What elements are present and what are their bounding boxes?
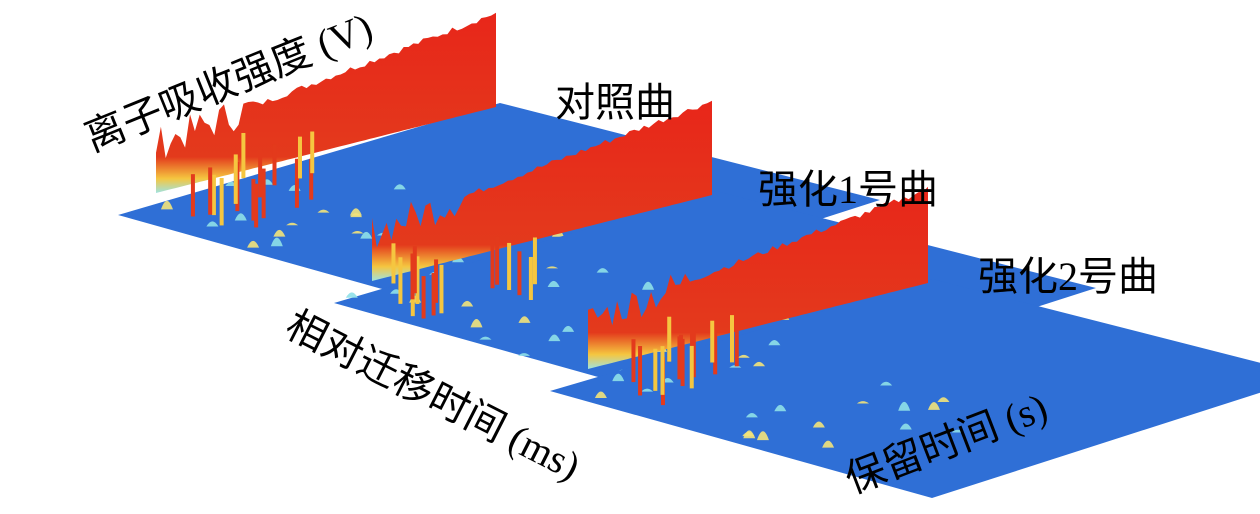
minor-peak — [547, 280, 560, 288]
front-peak — [421, 276, 426, 319]
sample-label: 强化1号曲 — [758, 167, 938, 212]
front-peak — [517, 251, 522, 296]
minor-peak — [317, 209, 330, 213]
minor-peak — [351, 230, 364, 234]
front-peak — [415, 256, 420, 304]
sample-label: 强化2号曲 — [978, 254, 1158, 299]
minor-peak — [753, 361, 766, 367]
front-peak — [241, 132, 246, 179]
front-peak — [310, 131, 315, 174]
minor-peak — [880, 381, 893, 386]
minor-peak — [899, 423, 912, 430]
minor-peak — [743, 430, 756, 439]
front-peak — [653, 348, 658, 391]
minor-peak — [562, 325, 575, 332]
front-peak — [631, 339, 636, 383]
minor-peak — [206, 221, 219, 227]
minor-peak — [518, 316, 531, 323]
front-peak — [254, 183, 259, 228]
minor-peak — [470, 318, 483, 328]
front-peak — [410, 253, 415, 300]
front-peak — [398, 257, 403, 304]
minor-peak — [594, 391, 607, 398]
front-peak — [309, 158, 314, 200]
front-peak — [297, 136, 302, 179]
front-peak — [211, 174, 216, 216]
front-peak — [391, 243, 396, 284]
intensity-ridge — [372, 100, 712, 281]
minor-peak — [898, 401, 911, 411]
front-peak — [294, 158, 299, 208]
front-peak — [507, 242, 512, 290]
front-peak — [208, 167, 213, 215]
minor-peak — [461, 300, 474, 307]
minor-peak — [160, 200, 173, 210]
front-peak — [251, 178, 256, 221]
front-peak — [490, 245, 495, 289]
front-peak — [434, 259, 439, 303]
intensity-ridge — [588, 186, 928, 369]
sample-label: 对照曲 — [555, 80, 675, 125]
front-peak — [689, 345, 694, 389]
minor-peak — [745, 412, 758, 418]
minor-peak — [641, 388, 654, 392]
minor-peak — [286, 222, 299, 226]
front-peak — [729, 315, 734, 363]
front-peak — [412, 246, 417, 294]
minor-peak — [546, 266, 559, 269]
minor-peak — [596, 268, 609, 273]
minor-peak — [642, 281, 655, 290]
minor-peak — [349, 208, 362, 216]
front-peak — [261, 168, 266, 219]
minor-peak — [756, 431, 769, 441]
minor-peak — [273, 229, 286, 237]
minor-peak — [548, 334, 561, 342]
minor-peak — [345, 292, 358, 298]
minor-peak — [360, 231, 373, 239]
minor-peak — [247, 240, 260, 248]
minor-peak — [927, 402, 940, 410]
minor-peak — [822, 440, 835, 448]
minor-peak — [270, 237, 283, 247]
front-peak — [680, 338, 685, 387]
minor-peak — [768, 340, 781, 346]
intensity-ridge — [156, 12, 496, 193]
front-peak — [638, 346, 643, 396]
front-peak — [258, 149, 263, 198]
front-peak — [734, 325, 739, 367]
front-peak — [691, 331, 696, 378]
front-peak — [190, 174, 195, 217]
front-peak — [713, 333, 718, 375]
minor-peak — [393, 184, 406, 190]
slabs — [118, 12, 1260, 498]
minor-peak — [774, 404, 787, 412]
minor-peak — [951, 429, 964, 433]
minor-peak — [612, 373, 625, 382]
minor-peak — [479, 336, 492, 340]
front-peak — [439, 264, 444, 314]
minor-peak — [234, 213, 247, 221]
front-peak — [710, 320, 715, 363]
front-peak — [495, 236, 500, 285]
minor-peak — [518, 353, 531, 356]
front-peak — [431, 272, 436, 316]
minor-peak — [856, 401, 869, 404]
front-peak — [233, 154, 238, 204]
front-peak — [219, 178, 224, 226]
slab-surface — [550, 279, 1260, 498]
front-peak — [660, 346, 665, 395]
front-peak — [667, 316, 672, 362]
minor-peak — [737, 354, 750, 358]
front-peak — [532, 237, 537, 285]
minor-peak — [812, 421, 825, 428]
front-peak — [272, 144, 277, 186]
front-peak — [528, 256, 533, 300]
minor-peak — [937, 397, 950, 402]
